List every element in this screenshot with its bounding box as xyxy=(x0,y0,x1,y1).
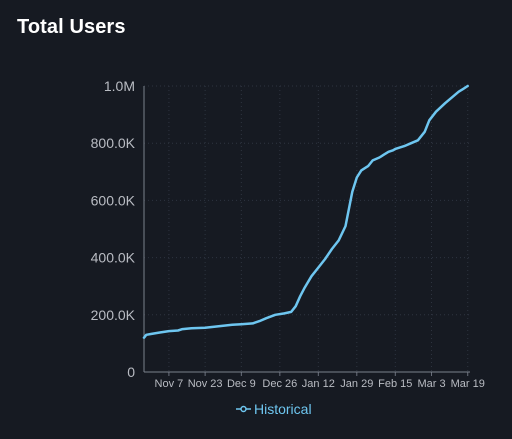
x-tick-label: Nov 7 xyxy=(155,378,184,390)
x-tick-label: Dec 9 xyxy=(227,378,256,390)
y-tick-label: 400.0K xyxy=(91,250,136,266)
x-tick-label: Jan 29 xyxy=(340,378,373,390)
y-tick-label: 200.0K xyxy=(91,307,136,323)
series-line-historical[interactable] xyxy=(142,84,469,339)
chart-series[interactable] xyxy=(142,84,469,339)
widget-title: Total Users xyxy=(17,16,126,38)
x-tick-label: Feb 15 xyxy=(378,378,412,390)
chart-axes: 0 200.0K 400.0K 600.0K 800.0K 1.0M Nov 7 Nov 23… xyxy=(91,78,485,390)
x-tick-label: Jan 12 xyxy=(302,378,335,390)
y-tick-label: 1.0M xyxy=(104,78,135,94)
y-tick-label: 800.0K xyxy=(91,135,136,151)
legend-label: Historical xyxy=(254,401,312,417)
y-tick-label: 0 xyxy=(127,364,135,380)
legend-item-historical[interactable]: Historical xyxy=(236,401,312,417)
x-tick-label: Mar 19 xyxy=(451,378,485,390)
x-tick-label: Dec 26 xyxy=(262,378,297,390)
y-tick-label: 600.0K xyxy=(91,192,136,208)
x-tick-label: Nov 23 xyxy=(188,378,223,390)
x-tick-label: Mar 3 xyxy=(417,378,445,390)
line-with-circle-marker-icon xyxy=(236,405,251,413)
